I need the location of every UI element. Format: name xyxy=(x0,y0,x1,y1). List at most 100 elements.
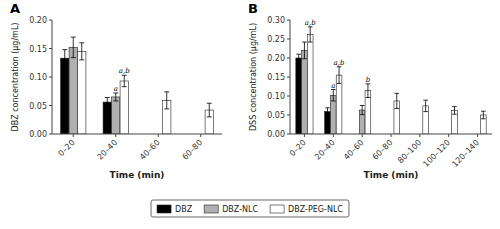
error-line xyxy=(425,100,426,111)
panel-title: A xyxy=(10,1,20,16)
error-line xyxy=(304,42,305,59)
error-line xyxy=(360,105,365,106)
error-line xyxy=(454,107,455,115)
bar xyxy=(307,34,313,134)
error-bar xyxy=(105,98,110,107)
error-line xyxy=(325,115,330,116)
error-line xyxy=(310,27,311,42)
bars xyxy=(296,27,486,134)
bar xyxy=(302,50,308,134)
figure: 0.000.050.100.150.200–2020–4040–6060–80a… xyxy=(0,0,500,229)
error-line xyxy=(327,108,328,116)
error-line xyxy=(423,111,428,112)
annotation: b xyxy=(366,76,371,84)
error-line xyxy=(105,97,110,98)
error-line xyxy=(79,42,84,43)
legend: DBZ DBZ-NLC DBZ-PEG-NLC xyxy=(151,200,349,217)
error-line xyxy=(115,93,116,101)
y-axis-label: DSS concentration (µg/mL) xyxy=(249,23,258,131)
error-line xyxy=(107,98,108,107)
x-axis xyxy=(290,134,492,135)
y-tick-label: 0.15 xyxy=(267,73,285,82)
y-tick-label: 0.25 xyxy=(267,35,285,44)
error-line xyxy=(452,106,457,107)
y-tick-label: 0.00 xyxy=(267,130,285,139)
y-tick-label: 0.15 xyxy=(29,45,47,54)
bar xyxy=(78,51,86,134)
bar xyxy=(365,91,371,134)
error-bar xyxy=(308,27,313,42)
error-line xyxy=(64,50,65,67)
x-axis-label: Time (min) xyxy=(110,170,165,180)
error-line xyxy=(209,103,210,117)
error-bar xyxy=(481,111,486,119)
error-line xyxy=(483,111,484,119)
bar xyxy=(120,81,128,134)
legend-item: DBZ-PEG-NLC xyxy=(270,205,343,214)
annotation: a,b xyxy=(119,67,130,75)
x-tick-label: 60–80 xyxy=(181,138,205,162)
error-bar xyxy=(62,50,67,67)
y-tick-label: 0.20 xyxy=(267,54,285,63)
x-tick-label: 80–100 xyxy=(396,138,423,165)
error-bar xyxy=(394,93,399,108)
y-axis-label: DBZ concentration (µg/mL) xyxy=(11,23,20,132)
error-bar xyxy=(71,37,76,58)
bar xyxy=(452,110,458,134)
legend-label: DBZ xyxy=(175,205,193,214)
error-bar xyxy=(360,106,365,115)
error-line xyxy=(423,100,428,101)
legend-item: DBZ-NLC xyxy=(204,205,258,214)
bar xyxy=(330,95,336,134)
error-line xyxy=(367,84,368,98)
error-bar xyxy=(79,43,84,60)
error-line xyxy=(71,37,76,38)
error-bar xyxy=(164,92,169,109)
error-line xyxy=(122,86,127,87)
error-line xyxy=(207,116,212,117)
error-bar xyxy=(423,100,428,111)
x-tick-label: 20–40 xyxy=(313,138,337,162)
legend-swatch xyxy=(204,205,218,213)
legend-swatch xyxy=(270,205,284,213)
x-tick-label: 100–120 xyxy=(421,138,452,169)
error-line xyxy=(71,57,76,58)
error-line xyxy=(337,83,342,84)
error-bar xyxy=(122,75,127,86)
error-line xyxy=(73,37,74,58)
error-line xyxy=(62,49,67,50)
y-tick-label: 0.05 xyxy=(267,111,285,120)
error-line xyxy=(207,103,212,104)
y-tick-label: 0.20 xyxy=(29,16,47,25)
error-line xyxy=(308,42,313,43)
x-tick-label: 20–40 xyxy=(96,138,120,162)
error-line xyxy=(394,93,399,94)
annotation: a,b xyxy=(305,19,316,27)
x-tick-label: 0–20 xyxy=(288,138,308,158)
bar xyxy=(112,97,120,134)
error-line xyxy=(298,54,299,62)
bar xyxy=(336,75,342,134)
error-line xyxy=(302,42,307,43)
panel: 0.000.050.100.150.200.250.300–2020–4040–… xyxy=(248,1,492,180)
legend-swatch xyxy=(157,205,171,213)
error-bar xyxy=(302,42,307,59)
error-line xyxy=(366,97,371,98)
error-bar xyxy=(366,84,371,98)
error-line xyxy=(164,91,169,92)
error-line xyxy=(360,114,365,115)
bars xyxy=(61,37,214,134)
error-line xyxy=(452,114,457,115)
error-line xyxy=(81,43,82,60)
error-line xyxy=(481,118,486,119)
x-axis-label: Time (min) xyxy=(364,170,419,180)
legend-item: DBZ xyxy=(157,205,193,214)
error-line xyxy=(105,106,110,107)
annotation: a xyxy=(114,85,118,93)
error-line xyxy=(394,108,399,109)
error-line xyxy=(164,108,169,109)
error-line xyxy=(331,100,336,101)
panel: 0.000.050.100.150.200–2020–4040–6060–80a… xyxy=(10,1,222,180)
error-line xyxy=(362,106,363,115)
error-line xyxy=(333,90,334,101)
